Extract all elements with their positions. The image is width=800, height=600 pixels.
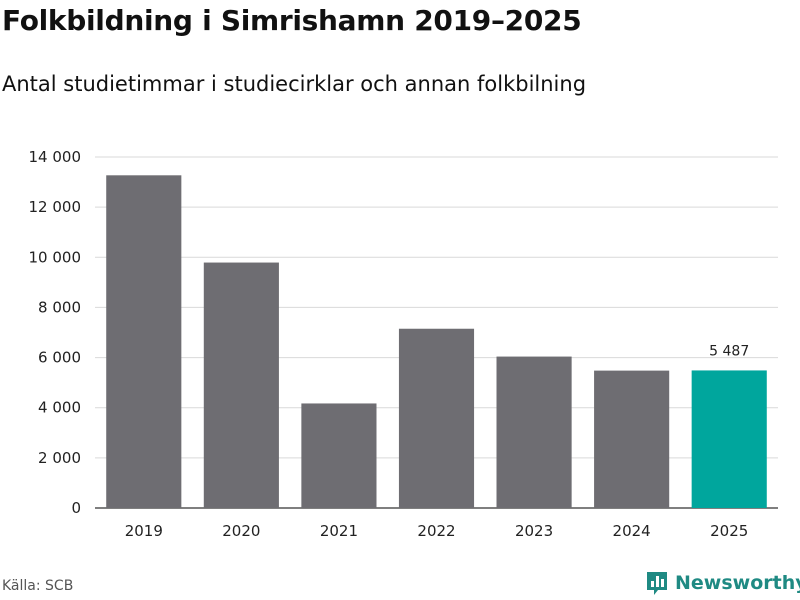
x-tick-label: 2023 [515,522,553,540]
bar-2021 [301,403,377,508]
source-note: Källa: SCB [2,578,74,594]
bar-chart: 0 2 000 4 000 6 000 8 000 10 000 12 000 14 000 2… [29,148,778,540]
data-label: 5 487 [709,343,749,359]
x-tick-label: 2024 [613,522,651,540]
x-tick-label: 2021 [320,522,358,540]
bar-2022 [398,328,475,508]
y-tick-label: 6 000 [38,349,81,367]
bars [106,175,767,509]
chart-subtitle: Antal studietimmar i studiecirklar och a… [2,72,587,96]
x-tick-label: 2020 [222,522,260,540]
bar-2024 [594,370,670,508]
y-tick-label: 4 000 [38,399,81,417]
bar-2019 [106,175,182,509]
y-tick-label: 8 000 [38,298,81,316]
x-tick-label: 2019 [125,522,163,540]
bar-2020 [203,262,279,508]
y-tick-label: 10 000 [29,248,82,266]
x-tick-label: 2022 [417,522,455,540]
brand-name: Newsworthy [675,572,800,594]
brand-logo[interactable]: Newsworthy [645,570,800,596]
y-tick-label: 12 000 [29,198,82,216]
newsworthy-logo-icon [647,572,667,595]
bar-2025 [691,370,767,508]
chart-title: Folkbildning i Simrishamn 2019–2025 [2,4,582,37]
bar-2023 [496,356,572,508]
y-tick-label: 0 [71,499,81,517]
x-tick-label: 2025 [710,522,748,540]
y-tick-label: 14 000 [29,148,82,166]
axis-labels: 0 2 000 4 000 6 000 8 000 10 000 12 000 14 000 2… [29,148,750,540]
y-tick-label: 2 000 [38,449,81,467]
